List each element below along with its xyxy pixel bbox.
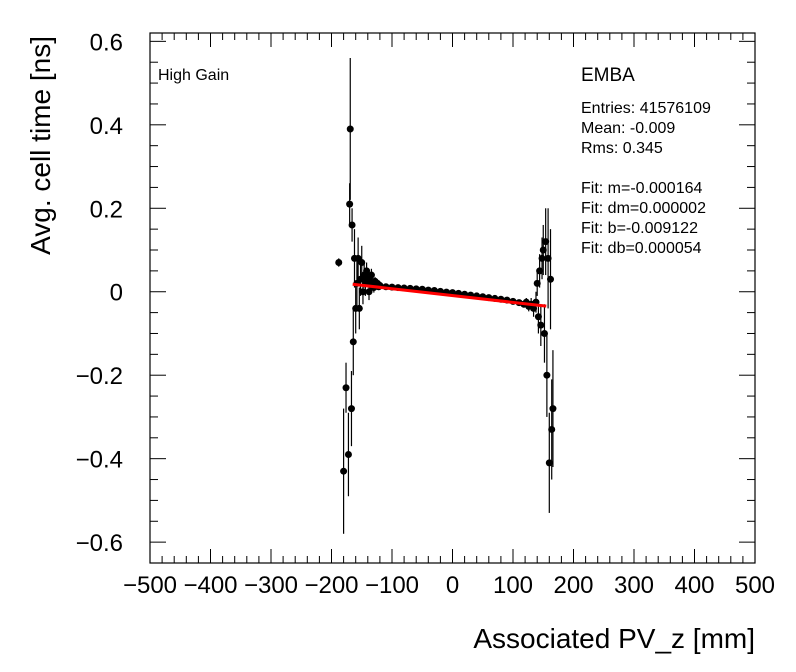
data-point <box>342 384 350 392</box>
data-point <box>537 321 545 329</box>
y-tick-label: −0.4 <box>76 447 123 474</box>
data-point <box>548 425 556 433</box>
data-point <box>349 338 357 346</box>
x-tick-label: 300 <box>614 572 654 599</box>
y-tick-label: 0 <box>110 280 123 307</box>
y-tick-label: 0.4 <box>90 113 123 140</box>
x-tick-label: −500 <box>123 572 177 599</box>
data-point <box>540 329 548 337</box>
data-point <box>355 304 363 312</box>
data-point <box>544 254 552 262</box>
data-point <box>348 221 356 229</box>
axis-ticks <box>149 33 756 564</box>
data-point <box>538 254 546 262</box>
stats-line: Fit: dm=0.000002 <box>581 200 706 217</box>
stats-box: Entries: 41576109 Mean: -0.009 Rms: 0.345 F… <box>581 100 711 257</box>
x-tick-label: −200 <box>304 572 358 599</box>
partition-annotation: EMBA <box>581 65 635 86</box>
y-axis-title: Avg. cell time [ns] <box>25 36 56 255</box>
stats-line: Mean: -0.009 <box>581 120 675 137</box>
data-point <box>549 405 557 413</box>
data-point <box>545 459 553 467</box>
x-tick-label: 400 <box>674 572 714 599</box>
data-point <box>346 200 354 208</box>
data-point <box>344 450 352 458</box>
x-tick-label: 200 <box>553 572 593 599</box>
data-point <box>547 275 555 283</box>
fit-line <box>352 282 547 308</box>
stats-line: Rms: 0.345 <box>581 140 663 157</box>
chart-marks <box>335 58 557 534</box>
y-tick-label: 0.6 <box>90 29 123 56</box>
data-point <box>533 279 541 287</box>
x-tick-label: 500 <box>735 572 775 599</box>
data-point <box>543 371 551 379</box>
stats-line: Fit: b=-0.009122 <box>581 220 698 237</box>
y-tick-label: −0.2 <box>76 363 123 390</box>
x-tick-label: 0 <box>446 572 459 599</box>
x-tick-label: −100 <box>365 572 419 599</box>
x-tick-label: −400 <box>183 572 237 599</box>
stats-line: Entries: 41576109 <box>581 100 711 117</box>
data-point <box>536 267 544 275</box>
data-point <box>346 125 354 133</box>
data-point <box>340 467 348 475</box>
gain-annotation: High Gain <box>158 67 229 84</box>
data-point <box>539 246 547 254</box>
stats-line: Fit: db=0.000054 <box>581 240 702 257</box>
data-point <box>367 271 375 279</box>
data-point <box>542 238 550 246</box>
stats-line: Fit: m=-0.000164 <box>581 180 703 197</box>
data-point <box>530 304 538 312</box>
y-tick-label: −0.6 <box>76 530 123 557</box>
x-tick-label: 100 <box>493 572 533 599</box>
data-point <box>534 313 542 321</box>
axis-tick-labels: −500 −400 −300 −200 −100 0 100 200 300 400 500 −0.6… <box>76 29 775 599</box>
data-point <box>358 259 366 267</box>
data-point <box>359 288 367 296</box>
x-tick-label: −300 <box>244 572 298 599</box>
y-tick-label: 0.2 <box>90 196 123 223</box>
data-point <box>347 405 355 413</box>
data-point <box>335 259 343 267</box>
x-axis-title: Associated PV_z [mm] <box>473 623 755 654</box>
